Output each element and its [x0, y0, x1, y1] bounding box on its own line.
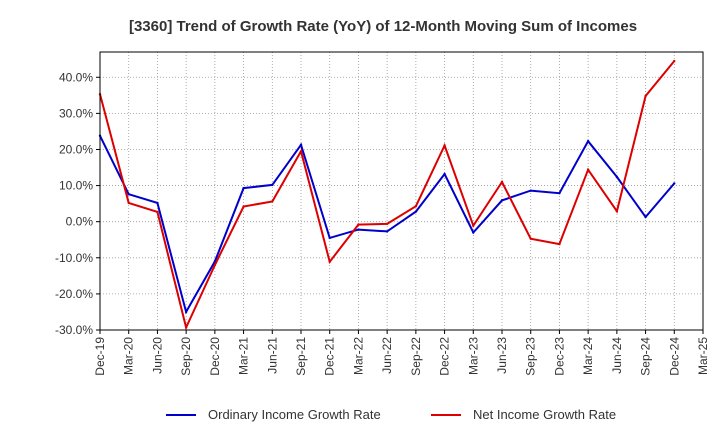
data-point [271, 200, 274, 203]
data-point [472, 224, 475, 227]
data-point [127, 201, 130, 205]
x-tick-label: Jun-20 [150, 337, 164, 374]
data-point [644, 215, 647, 219]
data-point [443, 144, 446, 147]
x-tick-label: Sep-20 [179, 337, 193, 376]
data-point [357, 223, 360, 226]
y-tick-label: 20.0% [59, 142, 93, 156]
data-point [213, 263, 217, 267]
y-tick-label: 40.0% [59, 70, 93, 84]
x-tick-label: Mar-20 [122, 337, 136, 375]
x-tick-label: Sep-22 [409, 337, 423, 376]
data-point [328, 236, 331, 240]
x-tick-label: Dec-22 [438, 337, 452, 376]
data-point [414, 204, 418, 208]
y-tick-label: -20.0% [55, 287, 93, 301]
y-tick-label: 10.0% [59, 179, 93, 193]
y-tick-label: 0.0% [66, 215, 94, 229]
data-point [299, 143, 303, 146]
data-point [385, 222, 389, 226]
series-layer [98, 59, 676, 331]
x-tick-label: Jun-24 [610, 337, 624, 374]
grid [100, 52, 703, 330]
chart-title: [3360] Trend of Growth Rate (YoY) of 12-… [129, 18, 637, 35]
x-tick-label: Sep-24 [639, 337, 653, 376]
x-tick-label: Mar-22 [351, 337, 365, 375]
data-point [443, 172, 446, 176]
data-point [357, 228, 360, 231]
data-point [586, 139, 590, 143]
data-point [529, 189, 532, 192]
x-tick-label: Mar-21 [237, 337, 251, 375]
data-point [385, 230, 389, 233]
x-tick-label: Jun-21 [265, 337, 279, 374]
data-point [271, 183, 274, 187]
data-point [644, 94, 647, 98]
x-tick-label: Dec-21 [323, 337, 337, 376]
data-point [529, 237, 532, 240]
x-tick-label: Mar-23 [466, 337, 480, 375]
data-point [127, 193, 130, 196]
plot-frame [99, 51, 704, 331]
data-point [615, 175, 619, 179]
data-point [156, 201, 159, 205]
data-point [299, 150, 303, 153]
y-tick-label: -10.0% [55, 251, 93, 265]
data-point [414, 210, 418, 213]
legend-label: Net Income Growth Rate [473, 407, 616, 422]
data-point [184, 310, 188, 314]
data-point [558, 242, 561, 246]
x-tick-label: Jun-23 [495, 337, 509, 374]
x-tick-label: Mar-25 [696, 337, 710, 375]
y-tick-label: -30.0% [55, 323, 93, 337]
data-point [586, 168, 590, 171]
legend-label: Ordinary Income Growth Rate [208, 407, 381, 422]
x-tick-label: Sep-21 [294, 337, 308, 376]
x-tick-label: Dec-24 [667, 337, 681, 376]
data-point [242, 186, 245, 190]
y-tick-label: 30.0% [59, 106, 93, 120]
data-point [472, 231, 475, 234]
x-tick-label: Mar-24 [581, 337, 595, 375]
x-tick-label: Sep-23 [524, 337, 538, 376]
data-point [673, 59, 676, 63]
x-tick-label: Dec-20 [208, 337, 222, 376]
data-point [500, 199, 504, 202]
x-axis: Dec-19 Mar-20 Jun-20 Sep-20 Dec-20 Mar-21 Jun-… [93, 330, 710, 376]
x-tick-label: Jun-22 [380, 337, 394, 374]
y-axis: -30.0% -20.0% -10.0% 0.0% 10.0% 20.0% 30.0% 40.… [55, 70, 100, 337]
data-point [558, 191, 561, 195]
data-point [615, 210, 619, 213]
data-point [500, 180, 504, 184]
data-point [242, 205, 245, 208]
x-tick-label: Dec-19 [93, 337, 107, 376]
data-point [673, 182, 676, 185]
data-point [328, 260, 331, 263]
x-tick-label: Dec-23 [552, 337, 566, 376]
legend: Ordinary Income Growth Rate Net Income Gr… [166, 407, 616, 422]
data-point [184, 326, 188, 329]
data-point [156, 210, 159, 214]
